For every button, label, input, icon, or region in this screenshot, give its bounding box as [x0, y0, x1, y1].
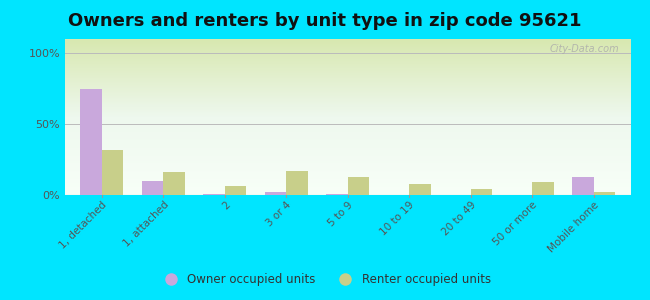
Legend: Owner occupied units, Renter occupied units: Owner occupied units, Renter occupied un…: [154, 269, 496, 291]
Bar: [286, 171, 308, 195]
Bar: [326, 194, 348, 195]
Bar: [102, 150, 124, 195]
Bar: [471, 189, 492, 195]
Bar: [81, 88, 102, 195]
Bar: [163, 172, 185, 195]
Bar: [532, 182, 554, 195]
Bar: [593, 192, 615, 195]
Text: Owners and renters by unit type in zip code 95621: Owners and renters by unit type in zip c…: [68, 12, 582, 30]
Bar: [225, 187, 246, 195]
Bar: [265, 192, 286, 195]
Text: City-Data.com: City-Data.com: [549, 44, 619, 54]
Bar: [572, 177, 593, 195]
Bar: [410, 184, 431, 195]
Bar: [203, 194, 225, 195]
Bar: [142, 181, 163, 195]
Bar: [348, 177, 369, 195]
